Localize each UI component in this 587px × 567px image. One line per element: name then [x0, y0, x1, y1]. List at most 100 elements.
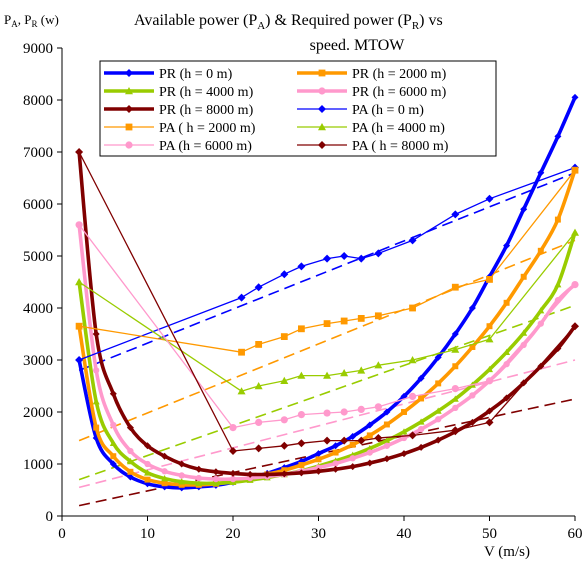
y-tick-label: 6000: [23, 197, 53, 213]
data-point: [418, 395, 425, 402]
data-point: [357, 436, 366, 445]
legend-item-6: PA (h = 0 m): [297, 103, 424, 118]
data-point: [485, 377, 494, 385]
legend-label: PR (h = 4000 m): [159, 85, 254, 100]
y-tick-label: 1000: [23, 457, 53, 473]
data-point: [109, 390, 117, 398]
data-point: [212, 475, 220, 483]
legend-item-3: PR (h = 4000 m): [104, 85, 254, 100]
data-point: [340, 436, 349, 445]
data-point: [451, 330, 459, 338]
data-point: [246, 470, 254, 478]
data-point: [315, 450, 322, 458]
data-point: [374, 361, 383, 369]
data-point: [520, 329, 528, 336]
data-point: [383, 455, 391, 463]
y-tick-label: 7000: [23, 145, 53, 161]
data-point: [195, 465, 203, 473]
data-point: [144, 442, 151, 450]
data-point: [451, 426, 460, 435]
legend-marker: [125, 87, 133, 95]
data-point: [255, 341, 263, 348]
data-point: [537, 362, 545, 370]
data-point: [349, 441, 356, 448]
legend-item-8: PA (h = 4000 m): [297, 121, 445, 136]
data-point: [332, 465, 340, 473]
data-point: [383, 442, 391, 449]
data-point: [332, 449, 339, 456]
data-point: [374, 249, 383, 258]
data-point: [332, 460, 339, 467]
data-point: [161, 452, 169, 460]
data-point: [383, 408, 391, 416]
data-point: [126, 457, 134, 465]
data-point: [451, 283, 459, 291]
data-point: [485, 418, 494, 427]
data-point: [571, 281, 579, 289]
series-8: [75, 228, 579, 395]
data-point: [520, 273, 527, 280]
data-point: [434, 407, 442, 414]
series-9: [75, 221, 579, 432]
data-point: [161, 475, 169, 482]
trendline-1: [78, 172, 576, 372]
data-point: [93, 367, 100, 374]
data-point: [408, 236, 417, 245]
legend-item-2: PR (h = 2000 m): [297, 67, 447, 82]
x-tick-label: 50: [482, 526, 497, 542]
chart-title: Available power (PA) & Required power (P…: [134, 12, 443, 54]
data-point: [229, 475, 237, 483]
y-tick-label: 3000: [23, 353, 53, 369]
data-point: [75, 322, 83, 330]
data-point: [349, 463, 357, 471]
data-point: [92, 330, 100, 338]
data-point: [280, 470, 288, 478]
x-tick-label: 0: [58, 526, 66, 542]
legend-marker: [125, 141, 133, 149]
legend-label: PR (h = 6000 m): [352, 85, 447, 100]
legend-label: PR (h = 0 m): [159, 67, 233, 82]
data-point: [452, 363, 459, 370]
data-point: [110, 421, 117, 429]
data-point: [280, 416, 288, 424]
data-point: [554, 216, 561, 223]
data-point: [297, 469, 305, 477]
series-group: [75, 93, 579, 492]
data-point: [92, 398, 100, 405]
data-point: [297, 411, 305, 419]
data-point: [366, 432, 373, 439]
y-tick-label: 5000: [23, 249, 53, 265]
y-axis-label: PA, PR (w): [4, 12, 59, 29]
data-point: [417, 418, 425, 425]
data-point: [109, 439, 117, 446]
data-point: [340, 317, 348, 325]
data-point: [161, 468, 168, 475]
data-point: [400, 428, 408, 435]
data-point: [237, 293, 246, 302]
data-point: [537, 307, 545, 314]
data-point: [315, 456, 322, 463]
data-point: [280, 441, 289, 450]
legend-marker: [125, 69, 133, 77]
data-point: [357, 405, 365, 413]
series-5: [75, 148, 579, 478]
data-point: [503, 394, 511, 402]
data-point: [281, 467, 288, 474]
axes: 0 1000 2000 3000 4000 5000 6000 7000 8000 9000 0 10…: [23, 41, 583, 542]
data-point: [417, 426, 425, 433]
data-point: [323, 320, 331, 327]
legend-item-4: PR (h = 6000 m): [297, 85, 447, 100]
y-tick-label: 0: [46, 509, 54, 525]
legend-marker: [125, 123, 133, 131]
data-point: [400, 450, 408, 458]
data-point: [127, 447, 134, 455]
data-point: [451, 345, 460, 353]
data-point: [374, 434, 383, 442]
legend-marker: [318, 123, 326, 131]
data-point: [571, 228, 579, 236]
data-point: [357, 315, 365, 322]
legend-item-1: PR (h = 0 m): [104, 67, 233, 82]
data-point: [127, 468, 134, 475]
data-point: [161, 480, 168, 487]
data-point: [229, 469, 237, 477]
